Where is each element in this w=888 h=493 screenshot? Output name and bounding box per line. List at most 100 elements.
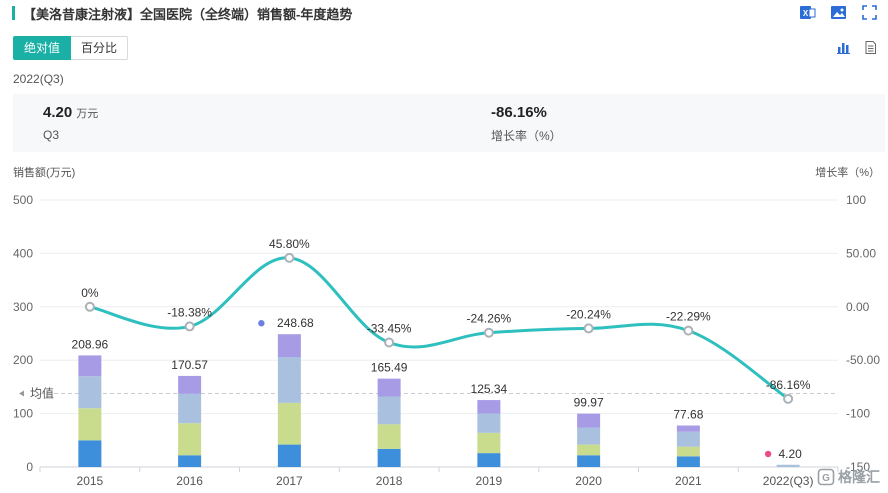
bar-segment-q1 [577, 455, 601, 467]
growth-label: -22.29% [666, 310, 711, 324]
highlight-dot [258, 320, 265, 327]
bar-segment-q1 [676, 456, 700, 467]
x-tick-label: 2018 [376, 474, 403, 488]
summary-growth-label: 增长率（%） [491, 129, 562, 143]
title-bar: 【美洛昔康注射液】全国医院（全终端）销售额-年度趋势 [12, 4, 352, 22]
bar-segment-q4 [477, 400, 501, 414]
bar-segment-q3 [78, 376, 102, 409]
bar-total-label: 248.68 [277, 316, 314, 330]
title-accent [12, 6, 15, 20]
x-tick-label: 2020 [575, 474, 602, 488]
table-view-icon[interactable] [863, 40, 878, 55]
bar-total-label: 208.96 [72, 337, 109, 351]
x-tick-label: 2015 [77, 474, 104, 488]
watermark: G 格隆汇 [817, 467, 880, 487]
right-tick-label: -50.00 [846, 353, 880, 367]
summary-sales: 4.20 万元 Q3 [43, 104, 98, 142]
bar-total-label: 170.57 [171, 358, 208, 372]
bar-segment-q3 [377, 396, 401, 425]
bar-segment-q2 [477, 432, 501, 454]
bar-segment-q1 [377, 448, 401, 467]
watermark-text: 格隆汇 [838, 469, 880, 485]
left-tick-label: 0 [26, 460, 33, 474]
growth-point [583, 323, 594, 334]
bar-segment-q2 [78, 408, 102, 441]
fullscreen-icon[interactable] [861, 4, 878, 21]
growth-label: -20.24% [566, 307, 611, 321]
growth-point [683, 325, 694, 336]
bar-chart-icon[interactable] [836, 40, 851, 55]
bar-total-label: 165.49 [371, 361, 408, 375]
growth-point [184, 321, 195, 332]
summary-sales-period: Q3 [43, 128, 60, 142]
growth-label: -18.38% [167, 305, 212, 319]
growth-label: 45.80% [269, 237, 310, 251]
x-tick-label: 2017 [276, 474, 303, 488]
bar-segment-q2 [377, 424, 401, 449]
growth-label: -86.16% [766, 378, 811, 392]
left-tick-label: 200 [13, 353, 33, 367]
left-axis-title: 销售额(万元) [13, 167, 76, 179]
bar-segment-q2 [277, 402, 301, 445]
bar-segment-q4 [676, 425, 700, 432]
bar-segment-q2 [676, 446, 700, 457]
bar-segment-q3 [676, 431, 700, 447]
excel-export-icon[interactable]: X [799, 4, 816, 21]
period-label: 2022(Q3) [13, 72, 64, 86]
summary-sales-unit: 万元 [76, 108, 99, 120]
bar-segment-q1 [477, 453, 501, 467]
x-tick-label: 2021 [675, 474, 702, 488]
bar-total-label: 125.34 [471, 382, 508, 396]
summary-panel: 4.20 万元 Q3 -86.16% 增长率（%） [13, 94, 885, 152]
bar-segment-q1 [178, 455, 202, 467]
bar-total-label: 99.97 [574, 396, 604, 410]
left-tick-label: 400 [13, 246, 33, 260]
bar-segment-q2 [178, 423, 202, 456]
left-tick-label: 500 [13, 193, 33, 207]
top-toolbar: X [799, 4, 878, 21]
growth-point [384, 337, 395, 348]
absolute-value-tab[interactable]: 绝对值 [13, 36, 72, 60]
chart-type-toolbar [836, 40, 878, 55]
bar-segment-q3 [277, 356, 301, 403]
growth-line [89, 256, 789, 401]
x-tick-label: 2022(Q3) [763, 474, 814, 488]
image-export-icon[interactable] [830, 4, 847, 21]
bar-segment-q3 [477, 413, 501, 433]
bar-segment-q4 [178, 375, 202, 394]
growth-point [483, 327, 494, 338]
bar-segment-q1 [277, 444, 301, 467]
bar-segment-q4 [377, 378, 401, 397]
right-tick-label: 50.00 [846, 246, 876, 260]
right-tick-label: 100 [846, 193, 866, 207]
right-axis-title: 增长率（%） [815, 167, 880, 179]
bar-segment-q4 [577, 413, 601, 428]
summary-sales-value: 4.20 [43, 104, 73, 121]
highlight-dot [764, 450, 772, 458]
bar-segment-q3 [577, 427, 601, 445]
bar-segment-q1 [78, 440, 102, 467]
average-marker [19, 390, 24, 397]
bar-segment-q4 [78, 355, 102, 377]
bar-segment-q2 [577, 444, 601, 456]
summary-growth: -86.16% 增长率（%） [491, 104, 562, 144]
bar-segment-q3 [776, 464, 800, 467]
view-toggle: 绝对值 百分比 [13, 36, 129, 60]
svg-text:X: X [803, 9, 809, 18]
growth-label: -33.45% [367, 322, 412, 336]
bar-total-label: 77.68 [673, 408, 703, 422]
left-tick-label: 300 [13, 300, 33, 314]
growth-label: 0% [81, 286, 99, 300]
x-tick-label: 2019 [476, 474, 503, 488]
right-tick-label: -150 [846, 460, 870, 474]
growth-point [783, 393, 794, 404]
percent-tab[interactable]: 百分比 [71, 36, 129, 60]
right-tick-label: -100 [846, 407, 870, 421]
summary-growth-value: -86.16% [491, 104, 547, 121]
growth-label: -24.26% [467, 312, 512, 326]
average-label: 均值 [30, 386, 54, 401]
left-tick-label: 100 [13, 407, 33, 421]
growth-point [284, 252, 295, 263]
svg-text:G: G [822, 473, 830, 484]
